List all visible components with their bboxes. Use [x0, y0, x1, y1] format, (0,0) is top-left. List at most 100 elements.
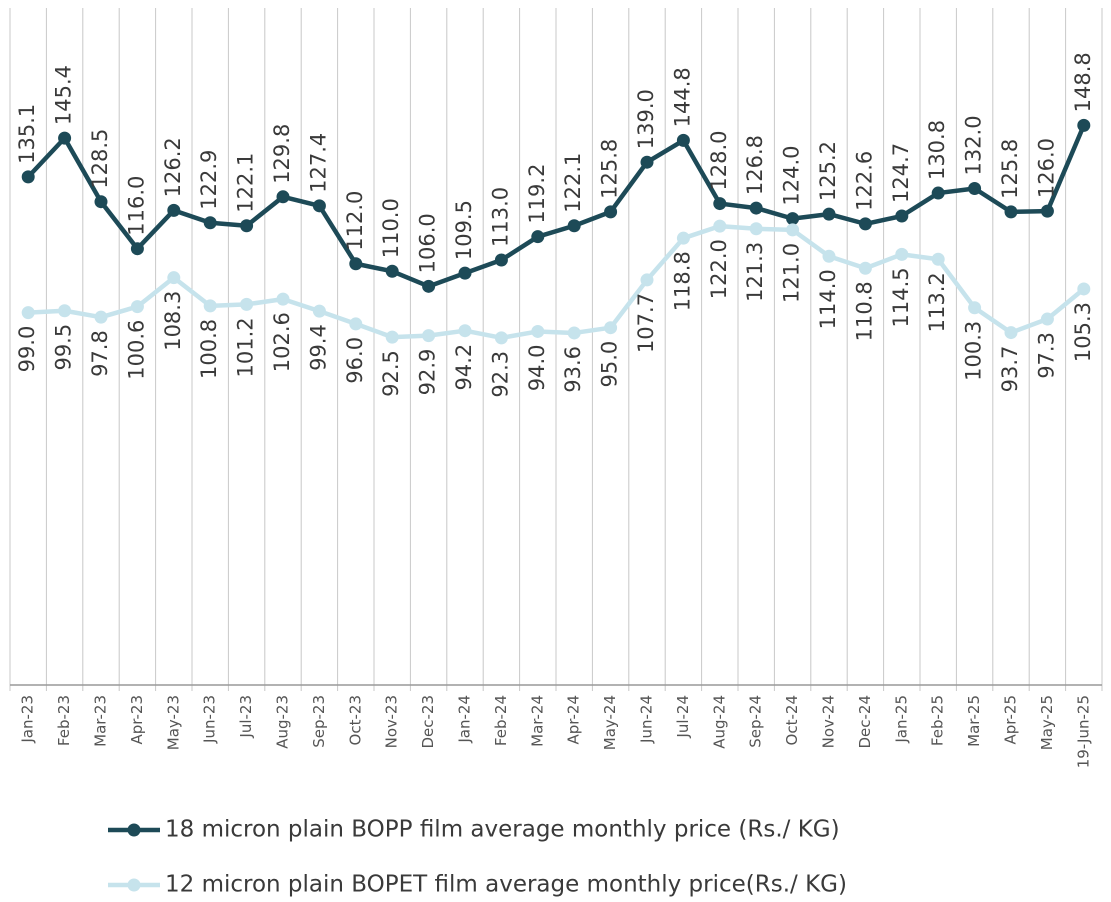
marker [385, 330, 399, 344]
marker [858, 217, 872, 231]
value-label: 107.7 [634, 293, 658, 353]
value-label: 124.7 [889, 143, 913, 203]
value-label: 122.9 [197, 150, 221, 210]
marker [822, 207, 836, 221]
marker [1040, 204, 1054, 218]
marker [130, 300, 144, 314]
value-label: 101.2 [234, 317, 258, 377]
marker [1004, 326, 1018, 340]
marker [458, 324, 472, 338]
value-label: 99.5 [52, 324, 76, 371]
marker [604, 205, 618, 219]
value-label: 122.6 [852, 151, 876, 211]
marker [94, 195, 108, 209]
x-tick-label: Jun-24 [638, 695, 656, 744]
marker [422, 279, 436, 293]
x-tick-label: Nov-24 [820, 695, 838, 748]
marker [312, 199, 326, 213]
marker [749, 201, 763, 215]
value-label: 112.0 [343, 191, 367, 251]
value-label: 97.8 [88, 330, 112, 377]
value-label: 121.0 [780, 243, 804, 303]
x-tick-label: Apr-25 [1002, 695, 1020, 745]
marker [94, 310, 108, 324]
marker [713, 219, 727, 233]
value-label: 100.8 [197, 319, 221, 379]
value-label: 126.0 [1034, 138, 1058, 198]
marker [640, 273, 654, 287]
marker [458, 266, 472, 280]
value-label: 97.3 [1034, 332, 1058, 379]
x-tick-label: Oct-24 [783, 695, 801, 745]
value-label: 113.2 [925, 272, 949, 332]
x-tick-label: May-23 [164, 695, 182, 750]
marker [422, 329, 436, 343]
marker [895, 247, 909, 261]
value-label: 109.5 [452, 200, 476, 260]
marker [494, 253, 508, 267]
marker [349, 257, 363, 271]
x-tick-label: Dec-24 [856, 695, 874, 749]
x-tick-label: Jun-23 [201, 695, 219, 744]
x-tick-label: Jul-24 [674, 695, 692, 739]
x-tick-label: Jan-24 [456, 695, 474, 744]
value-label: 100.3 [962, 321, 986, 381]
marker [1077, 282, 1091, 296]
value-label: 135.1 [15, 104, 39, 164]
value-label: 99.4 [306, 324, 330, 371]
marker [822, 249, 836, 263]
marker [276, 190, 290, 204]
marker [203, 299, 217, 313]
value-label: 128.0 [707, 130, 731, 190]
marker [749, 222, 763, 236]
value-label: 99.0 [15, 326, 39, 373]
legend-marker [127, 878, 141, 892]
value-label: 95.0 [598, 341, 622, 388]
value-label: 106.0 [416, 213, 440, 273]
marker [1077, 118, 1091, 132]
marker [786, 223, 800, 237]
value-label: 122.1 [234, 153, 258, 213]
value-label: 125.2 [816, 141, 840, 201]
marker [203, 216, 217, 230]
x-tick-label: May-25 [1038, 695, 1056, 750]
marker [931, 252, 945, 266]
marker [931, 186, 945, 200]
x-tick-label: Dec-23 [419, 695, 437, 749]
x-tick-label: Aug-24 [710, 695, 728, 749]
marker [786, 212, 800, 226]
marker [531, 230, 545, 244]
value-label: 93.6 [561, 346, 585, 393]
value-label: 108.3 [161, 291, 185, 351]
value-label: 94.0 [525, 344, 549, 391]
value-label: 126.8 [743, 135, 767, 195]
value-label: 126.2 [161, 137, 185, 197]
marker [385, 264, 399, 278]
value-label: 148.8 [1071, 52, 1095, 112]
marker [276, 292, 290, 306]
x-tick-label: Sep-23 [310, 695, 328, 748]
marker [676, 231, 690, 245]
value-label: 105.3 [1071, 302, 1095, 362]
x-tick-label: Apr-24 [565, 695, 583, 745]
marker [1040, 312, 1054, 326]
value-label: 130.8 [925, 120, 949, 180]
value-label: 102.6 [270, 312, 294, 372]
marker [494, 331, 508, 345]
marker [130, 242, 144, 256]
marker [713, 197, 727, 211]
marker [167, 203, 181, 217]
marker [531, 324, 545, 338]
x-tick-label: Jan-25 [892, 695, 910, 744]
value-label: 139.0 [634, 89, 658, 149]
marker [240, 297, 254, 311]
value-label: 92.9 [416, 349, 440, 396]
value-label: 122.1 [561, 153, 585, 213]
value-label: 127.4 [306, 133, 330, 193]
marker [21, 306, 35, 320]
value-label: 122.0 [707, 239, 731, 299]
x-tick-label: Oct-23 [346, 695, 364, 745]
x-tick-label: Sep-24 [747, 695, 765, 748]
value-label: 92.5 [379, 350, 403, 397]
